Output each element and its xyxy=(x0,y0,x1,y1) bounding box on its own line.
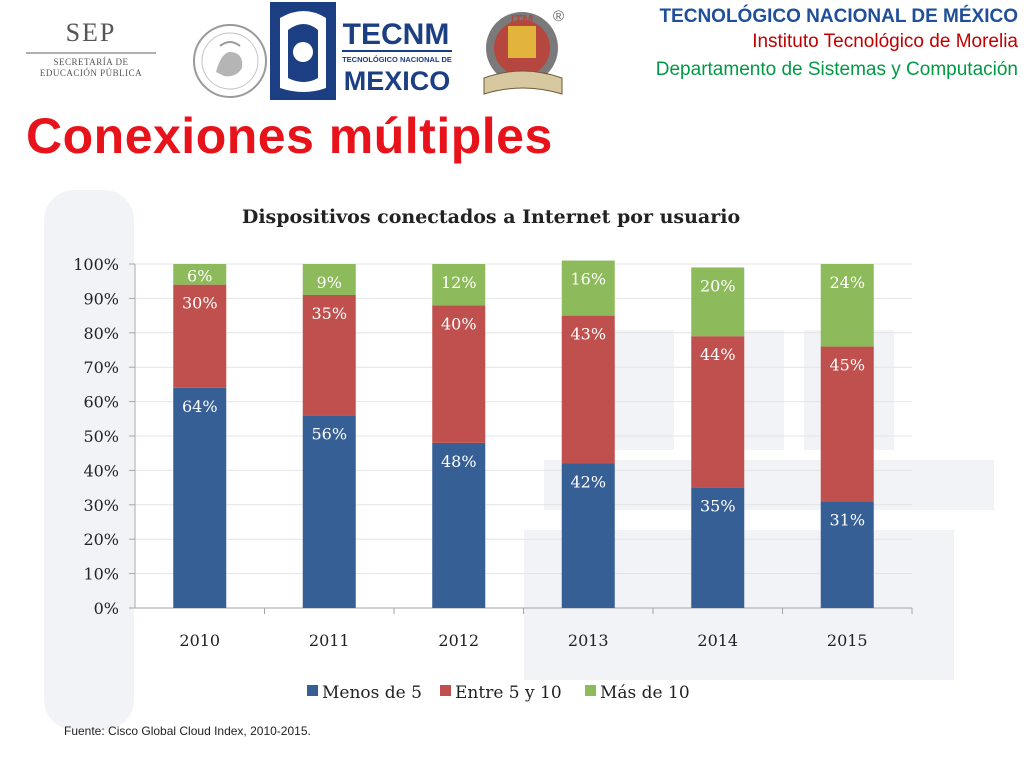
data-label: 48% xyxy=(441,452,477,471)
institution-header: TECNOLÓGICO NACIONAL DE MÉXICO Instituto… xyxy=(656,5,1018,83)
data-label: 6% xyxy=(187,266,212,285)
legend-label: Menos de 5 xyxy=(322,683,422,703)
x-tick-label: 2014 xyxy=(697,631,738,650)
legend-swatch xyxy=(307,685,318,696)
data-label: 56% xyxy=(311,424,347,443)
chart-title: Dispositivos conectados a Internet por u… xyxy=(242,206,740,228)
data-label: 30% xyxy=(182,294,218,313)
sep-logo-line1: SECRETARÍA DE xyxy=(53,57,129,67)
y-tick-label: 90% xyxy=(83,289,119,308)
x-tick-label: 2015 xyxy=(827,631,868,650)
bar-segment xyxy=(820,501,874,608)
y-tick-label: 40% xyxy=(83,461,119,480)
data-label: 20% xyxy=(700,276,736,295)
legend: Menos de 5 Entre 5 y 10 Más de 10 xyxy=(307,683,690,703)
tecnm-logo-line1: TECNOLÓGICO NACIONAL DE xyxy=(342,55,452,64)
mexico-seal-icon xyxy=(193,24,267,98)
bar-segment xyxy=(561,260,615,316)
data-label: 24% xyxy=(829,273,865,292)
y-tick-label: 100% xyxy=(73,255,119,274)
x-tick-label: 2011 xyxy=(309,631,350,650)
data-label: 45% xyxy=(829,356,865,375)
data-label: 35% xyxy=(700,497,736,516)
data-label: 42% xyxy=(570,473,606,492)
y-tick-label: 70% xyxy=(83,358,119,377)
y-tick-label: 50% xyxy=(83,427,119,446)
legend-swatch xyxy=(585,685,596,696)
slide-title: Conexiones múltiples xyxy=(26,108,553,164)
header-line-1: TECNOLÓGICO NACIONAL DE MÉXICO xyxy=(659,6,1018,27)
y-axis-ticks: 0% 10% 20% 30% 40% 50% 60% 70% 80% 90% 100% xyxy=(73,255,119,618)
header-line-2: Instituto Tecnológico de Morelia xyxy=(752,31,1018,52)
tecnm-logo-word: TECNM xyxy=(343,18,450,51)
registered-mark: ® xyxy=(553,8,565,25)
data-label: 43% xyxy=(570,325,606,344)
data-label: 31% xyxy=(829,510,865,529)
data-label: 35% xyxy=(311,304,347,323)
x-tick-label: 2012 xyxy=(438,631,479,650)
bar-segment xyxy=(820,264,874,347)
data-label: 44% xyxy=(700,345,736,364)
data-label: 64% xyxy=(182,397,218,416)
bar-segment xyxy=(302,264,356,295)
bar-segment xyxy=(691,267,745,337)
legend-swatch xyxy=(440,685,451,696)
bar-segment xyxy=(561,463,615,608)
sep-logo-line2: EDUCACIÓN PÚBLICA xyxy=(39,68,143,78)
sep-logo-word: SEP xyxy=(65,18,117,47)
bar-segment xyxy=(302,415,356,608)
bars: 64% 30% 6% 56% 35% 9% 48% 40% 12% 42% 43% 16% 35% 44%… xyxy=(173,260,874,608)
bar-segment xyxy=(820,346,874,502)
y-tick-label: 10% xyxy=(83,565,119,584)
tecnm-logo: TECNM TECNOLÓGICO NACIONAL DE MEXICO xyxy=(268,0,458,102)
sep-logo: SEP SECRETARÍA DE EDUCACIÓN PÚBLICA xyxy=(16,18,166,98)
sep-logo-rule xyxy=(26,52,156,54)
y-tick-label: 30% xyxy=(83,496,119,515)
y-tick-label: 0% xyxy=(94,599,119,618)
data-label: 12% xyxy=(441,273,477,292)
bar-segment xyxy=(691,336,745,488)
bar-segment xyxy=(302,294,356,416)
y-tick-label: 20% xyxy=(83,530,119,549)
bar-segment xyxy=(691,487,745,608)
data-label: 40% xyxy=(441,314,477,333)
y-tick-label: 80% xyxy=(83,324,119,343)
bar-segment xyxy=(173,387,227,608)
bar-segment xyxy=(432,442,486,608)
bar-segment xyxy=(432,264,486,306)
legend-label: Más de 10 xyxy=(600,683,690,703)
tecnm-logo-word2: MEXICO xyxy=(344,66,451,96)
legend-label: Entre 5 y 10 xyxy=(455,683,562,703)
bar-segment xyxy=(173,264,227,285)
bar-segment xyxy=(173,284,227,388)
data-label: 16% xyxy=(570,270,606,289)
x-tick-label: 2010 xyxy=(179,631,220,650)
y-tick-label: 60% xyxy=(83,393,119,412)
source-footnote: Fuente: Cisco Global Cloud Index, 2010-2… xyxy=(64,724,311,738)
bar-segment xyxy=(432,305,486,443)
gridlines xyxy=(129,263,913,614)
x-axis-ticks: 2010 2011 2012 2013 2014 2015 xyxy=(179,631,867,650)
bar-segment xyxy=(561,315,615,464)
data-label: 9% xyxy=(317,273,342,292)
itm-logo-word: ITM xyxy=(511,12,533,27)
x-tick-label: 2013 xyxy=(568,631,609,650)
itm-logo: ITM xyxy=(483,12,563,95)
header-line-3: Departamento de Sistemas y Computación xyxy=(655,59,1018,80)
